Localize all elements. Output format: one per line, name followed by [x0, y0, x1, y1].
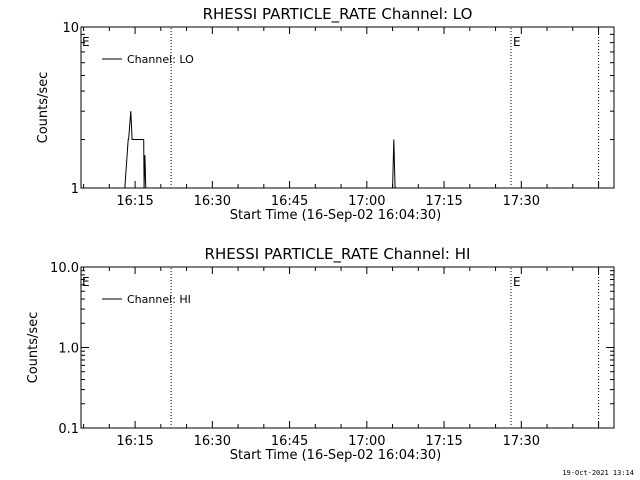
x-tick-label: 16:15 [116, 194, 153, 209]
y-tick-label: 1.0 [58, 342, 79, 357]
x-tick-label: 17:30 [503, 434, 540, 449]
y-axis-label: Counts/sec [26, 312, 41, 384]
plot-frame [80, 26, 615, 189]
plot-frame [80, 266, 615, 429]
x-tick-label: 16:45 [271, 194, 308, 209]
series-line [124, 111, 147, 189]
chart-title: RHESSI PARTICLE_RATE Channel: LO [203, 5, 473, 24]
x-tick-label: 17:15 [425, 194, 462, 209]
x-tick-label: 16:30 [194, 434, 231, 449]
event-label: E [513, 275, 521, 289]
chart-title: RHESSI PARTICLE_RATE Channel: HI [205, 245, 471, 264]
y-tick-label: 10.0 [50, 261, 79, 276]
legend-label: Channel: LO [127, 53, 194, 66]
x-tick-label: 17:00 [348, 194, 385, 209]
x-tick-label: 17:30 [503, 194, 540, 209]
chart-panel-1: RHESSI PARTICLE_RATE Channel: LO 16:15 16:… [36, 5, 615, 223]
x-tick-label: 17:00 [348, 434, 385, 449]
left-event-label: E [82, 35, 90, 49]
y-tick-label: 0.1 [58, 422, 79, 437]
x-tick-label: 16:30 [194, 194, 231, 209]
y-tick-label: 1 [71, 182, 79, 197]
x-tick-label: 17:15 [425, 434, 462, 449]
y-axis-label: Counts/sec [36, 72, 51, 144]
legend-label: Channel: HI [127, 293, 191, 306]
series-line [392, 139, 396, 189]
y-tick-label: 10 [62, 21, 79, 36]
generation-timestamp: 19-Oct-2021 13:14 [562, 469, 634, 477]
x-axis-label: Start Time (16-Sep-02 16:04:30) [230, 448, 441, 463]
event-label: E [513, 35, 521, 49]
left-event-label: E [82, 275, 90, 289]
x-tick-label: 16:45 [271, 434, 308, 449]
x-axis-label: Start Time (16-Sep-02 16:04:30) [230, 208, 441, 223]
chart-panel-2: RHESSI PARTICLE_RATE Channel: HI 16:15 16:… [26, 245, 615, 463]
x-tick-label: 16:15 [116, 434, 153, 449]
